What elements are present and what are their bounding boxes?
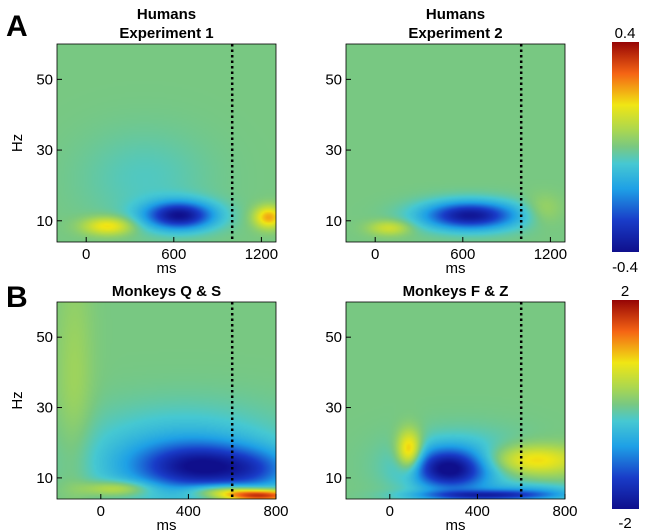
x-tick-label: 600 bbox=[161, 246, 186, 263]
plot-title: Experiment 1 bbox=[119, 25, 213, 42]
x-axis-label: ms bbox=[157, 517, 177, 532]
x-tick-label: 400 bbox=[176, 503, 201, 520]
y-tick-label: 10 bbox=[36, 213, 53, 230]
colorbar-bottom: 2 -2 bbox=[612, 283, 639, 532]
plot-title: Humans bbox=[426, 6, 485, 23]
y-tick-label: 50 bbox=[36, 71, 53, 88]
plot-frame bbox=[56, 301, 277, 500]
heatmap-panel-3: 0 400 800 10 30 50 Monkeys Q & S ms Hz bbox=[9, 283, 289, 532]
heatmap-panels: 0 600 1200 10 30 50 Humans Experiment 1 ms Hz 0 600… bbox=[9, 6, 578, 532]
heatmap-image bbox=[346, 302, 565, 499]
plot-title: Monkeys Q & S bbox=[112, 283, 221, 300]
plot-frame bbox=[345, 301, 566, 500]
x-tick-label: 1200 bbox=[534, 246, 567, 263]
x-tick-label: 0 bbox=[371, 246, 379, 263]
x-tick-label: 0 bbox=[97, 503, 105, 520]
y-tick-label: 30 bbox=[36, 142, 53, 159]
panel-label-a: A bbox=[6, 10, 28, 43]
panel-label-b: B bbox=[6, 281, 28, 314]
x-tick-label: 400 bbox=[465, 503, 490, 520]
plot-title: Monkeys F & Z bbox=[403, 283, 509, 300]
colorbar-bottom-min: -2 bbox=[618, 515, 631, 532]
y-tick-label: 10 bbox=[325, 470, 342, 487]
plot-title: Humans bbox=[137, 6, 196, 23]
heatmap-image bbox=[346, 44, 565, 242]
plot-frame bbox=[56, 43, 277, 243]
y-tick-label: 10 bbox=[325, 213, 342, 230]
x-tick-label: 600 bbox=[450, 246, 475, 263]
colorbar-bottom-max: 2 bbox=[621, 283, 629, 300]
plot-title: Experiment 2 bbox=[408, 25, 502, 42]
x-tick-label: 1200 bbox=[245, 246, 278, 263]
heatmap-image bbox=[57, 44, 276, 242]
y-tick-label: 30 bbox=[325, 400, 342, 417]
heatmap-panel-1: 0 600 1200 10 30 50 Humans Experiment 1 ms Hz bbox=[9, 6, 278, 277]
colorbar-top-min: -0.4 bbox=[612, 259, 638, 276]
heatmap-panel-2: 0 600 1200 10 30 50 Humans Experiment 2 ms bbox=[325, 6, 567, 277]
plot-frame bbox=[345, 43, 566, 243]
y-tick-label: 30 bbox=[325, 142, 342, 159]
y-tick-label: 30 bbox=[36, 400, 53, 417]
x-tick-label: 800 bbox=[263, 503, 288, 520]
y-axis-label: Hz bbox=[9, 134, 26, 152]
y-tick-label: 50 bbox=[325, 71, 342, 88]
x-tick-label: 0 bbox=[82, 246, 90, 263]
x-tick-label: 800 bbox=[552, 503, 577, 520]
y-axis-label: Hz bbox=[9, 391, 26, 409]
x-tick-label: 0 bbox=[386, 503, 394, 520]
heatmap-panel-4: 0 400 800 10 30 50 Monkeys F & Z ms bbox=[325, 283, 577, 532]
y-tick-label: 10 bbox=[36, 470, 53, 487]
colorbar-top: 0.4 -0.4 bbox=[612, 25, 639, 276]
y-tick-label: 50 bbox=[36, 329, 53, 346]
y-tick-label: 50 bbox=[325, 329, 342, 346]
x-axis-label: ms bbox=[446, 517, 466, 532]
x-axis-label: ms bbox=[446, 260, 466, 277]
x-axis-label: ms bbox=[157, 260, 177, 277]
colorbar-top-max: 0.4 bbox=[615, 25, 636, 42]
heatmap-image bbox=[57, 302, 276, 499]
